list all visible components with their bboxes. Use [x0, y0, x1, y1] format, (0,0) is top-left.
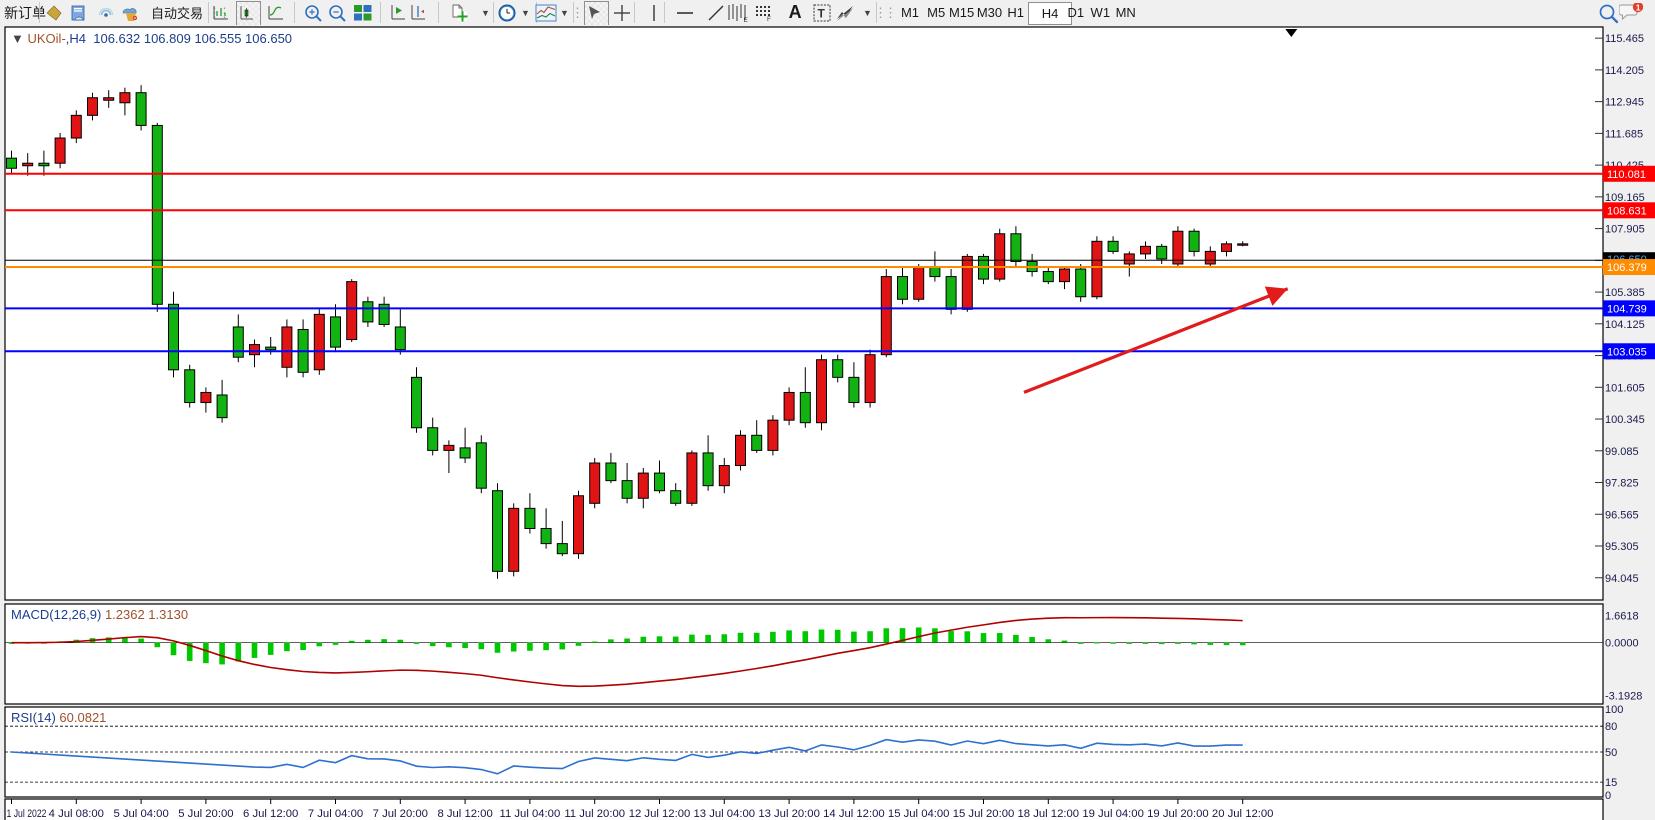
svg-text:20 Jul 12:00: 20 Jul 12:00 — [1212, 808, 1274, 820]
svg-text:107.905: 107.905 — [1605, 224, 1645, 236]
svg-text:8 Jul 12:00: 8 Jul 12:00 — [437, 808, 492, 820]
svg-text:110.081: 110.081 — [1607, 169, 1646, 181]
svg-text:80: 80 — [1605, 721, 1617, 733]
svg-text:1 Jul 2022: 1 Jul 2022 — [7, 808, 47, 820]
svg-text:50: 50 — [1605, 747, 1617, 759]
svg-text:99.085: 99.085 — [1605, 446, 1639, 458]
svg-text:105.385: 105.385 — [1605, 287, 1645, 299]
svg-text:7 Jul 20:00: 7 Jul 20:00 — [373, 808, 428, 820]
svg-text:14 Jul 12:00: 14 Jul 12:00 — [823, 808, 885, 820]
svg-text:12 Jul 12:00: 12 Jul 12:00 — [629, 808, 691, 820]
svg-text:106.379: 106.379 — [1607, 262, 1647, 274]
svg-text:5 Jul 04:00: 5 Jul 04:00 — [113, 808, 168, 820]
svg-text:114.205: 114.205 — [1605, 65, 1644, 77]
svg-text:94.045: 94.045 — [1605, 573, 1639, 585]
svg-text:112.945: 112.945 — [1605, 97, 1644, 109]
svg-text:F: F — [767, 16, 771, 21]
svg-text:6 Jul 12:00: 6 Jul 12:00 — [243, 808, 298, 820]
svg-text:4 Jul 08:00: 4 Jul 08:00 — [49, 808, 104, 820]
svg-text:101.605: 101.605 — [1605, 382, 1645, 394]
svg-text:13 Jul 20:00: 13 Jul 20:00 — [758, 808, 820, 820]
svg-text:115.465: 115.465 — [1605, 33, 1644, 45]
svg-text:15 Jul 20:00: 15 Jul 20:00 — [953, 808, 1015, 820]
svg-text:100: 100 — [1605, 704, 1623, 716]
svg-text:15: 15 — [1605, 777, 1617, 789]
svg-text:11 Jul 20:00: 11 Jul 20:00 — [564, 808, 625, 820]
svg-text:18 Jul 12:00: 18 Jul 12:00 — [1018, 808, 1080, 820]
svg-text:95.305: 95.305 — [1605, 541, 1639, 553]
svg-text:15 Jul 04:00: 15 Jul 04:00 — [888, 808, 950, 820]
svg-text:0.0000: 0.0000 — [1605, 638, 1639, 650]
svg-text:19 Jul 20:00: 19 Jul 20:00 — [1147, 808, 1209, 820]
svg-text:T: T — [817, 6, 825, 20]
svg-text:108.631: 108.631 — [1607, 205, 1647, 217]
svg-text:104.125: 104.125 — [1605, 319, 1645, 331]
svg-text:103.035: 103.035 — [1607, 346, 1647, 358]
svg-text:100.345: 100.345 — [1605, 414, 1645, 426]
svg-text:11 Jul 04:00: 11 Jul 04:00 — [500, 808, 561, 820]
svg-text:-3.1928: -3.1928 — [1605, 690, 1642, 702]
svg-text:19 Jul 04:00: 19 Jul 04:00 — [1082, 808, 1144, 820]
svg-text:13 Jul 04:00: 13 Jul 04:00 — [694, 808, 756, 820]
svg-text:1.6618: 1.6618 — [1605, 610, 1639, 622]
svg-text:1: 1 — [1636, 3, 1641, 12]
svg-text:5 Jul 20:00: 5 Jul 20:00 — [178, 808, 233, 820]
svg-text:7 Jul 04:00: 7 Jul 04:00 — [308, 808, 363, 820]
svg-text:109.165: 109.165 — [1605, 192, 1645, 204]
svg-text:104.739: 104.739 — [1607, 303, 1647, 315]
svg-text:97.825: 97.825 — [1605, 478, 1639, 490]
svg-text:E: E — [744, 17, 749, 22]
svg-text:96.565: 96.565 — [1605, 509, 1639, 521]
svg-text:111.685: 111.685 — [1605, 128, 1643, 140]
